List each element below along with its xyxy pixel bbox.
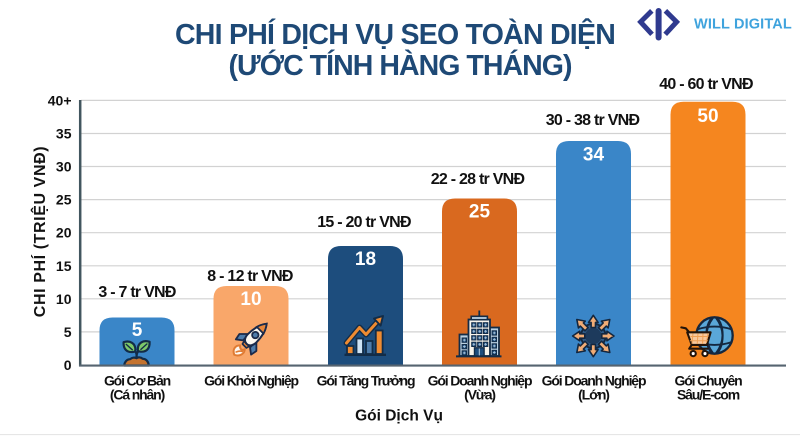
svg-text:25: 25 bbox=[469, 202, 491, 223]
svg-text:WILL DIGITAL: WILL DIGITAL bbox=[694, 17, 792, 33]
svg-text:3 - 7 tr VNĐ: 3 - 7 tr VNĐ bbox=[98, 284, 175, 301]
svg-text:Gói Doanh Nghiệp: Gói Doanh Nghiệp bbox=[428, 373, 532, 389]
svg-text:CHI PHÍ DỊCH VỤ SEO TOÀN DIỆN: CHI PHÍ DỊCH VỤ SEO TOÀN DIỆN bbox=[175, 19, 615, 51]
svg-text:0: 0 bbox=[64, 357, 72, 373]
svg-text:5: 5 bbox=[64, 324, 72, 340]
svg-text:8 - 12 tr VNĐ: 8 - 12 tr VNĐ bbox=[207, 268, 293, 285]
svg-text:(Cá nhân): (Cá nhân) bbox=[110, 387, 165, 403]
svg-text:22 - 28 tr VNĐ: 22 - 28 tr VNĐ bbox=[431, 171, 525, 188]
svg-text:Gói Doanh Nghiệp: Gói Doanh Nghiệp bbox=[542, 373, 646, 389]
svg-text:35: 35 bbox=[56, 126, 72, 142]
svg-text:30 - 38 tr VNĐ: 30 - 38 tr VNĐ bbox=[546, 112, 640, 129]
svg-text:CHI PHÍ (TRIỆU VNĐ): CHI PHÍ (TRIỆU VNĐ) bbox=[30, 146, 49, 317]
svg-text:5: 5 bbox=[132, 320, 143, 341]
svg-text:34: 34 bbox=[583, 145, 605, 166]
svg-text:40+: 40+ bbox=[48, 92, 72, 108]
svg-text:30: 30 bbox=[56, 159, 72, 175]
svg-text:18: 18 bbox=[355, 249, 376, 270]
svg-text:Gói Dịch Vụ: Gói Dịch Vụ bbox=[355, 408, 443, 425]
svg-text:(Vừa): (Vừa) bbox=[464, 387, 495, 403]
svg-text:(Lớn): (Lớn) bbox=[578, 387, 609, 403]
svg-text:15 - 20 tr VNĐ: 15 - 20 tr VNĐ bbox=[317, 214, 411, 231]
svg-text:50: 50 bbox=[697, 106, 718, 127]
svg-text:10: 10 bbox=[56, 291, 72, 307]
svg-text:Gói Khởi Nghiệp: Gói Khởi Nghiệp bbox=[204, 373, 298, 389]
svg-text:(ƯỚC TÍNH HÀNG THÁNG): (ƯỚC TÍNH HÀNG THÁNG) bbox=[228, 50, 572, 82]
svg-text:10: 10 bbox=[240, 289, 261, 310]
svg-text:Gói Cơ Bản: Gói Cơ Bản bbox=[104, 373, 171, 389]
svg-text:40 - 60 tr VNĐ: 40 - 60 tr VNĐ bbox=[659, 76, 753, 93]
svg-text:25: 25 bbox=[56, 192, 72, 208]
svg-text:Gói Chuyên: Gói Chuyên bbox=[674, 373, 742, 389]
svg-text:20: 20 bbox=[56, 225, 72, 241]
svg-text:15: 15 bbox=[56, 258, 72, 274]
svg-text:Gói Tăng Trưởng: Gói Tăng Trưởng bbox=[317, 373, 415, 389]
svg-text:Sâu/E-com: Sâu/E-com bbox=[677, 387, 740, 403]
